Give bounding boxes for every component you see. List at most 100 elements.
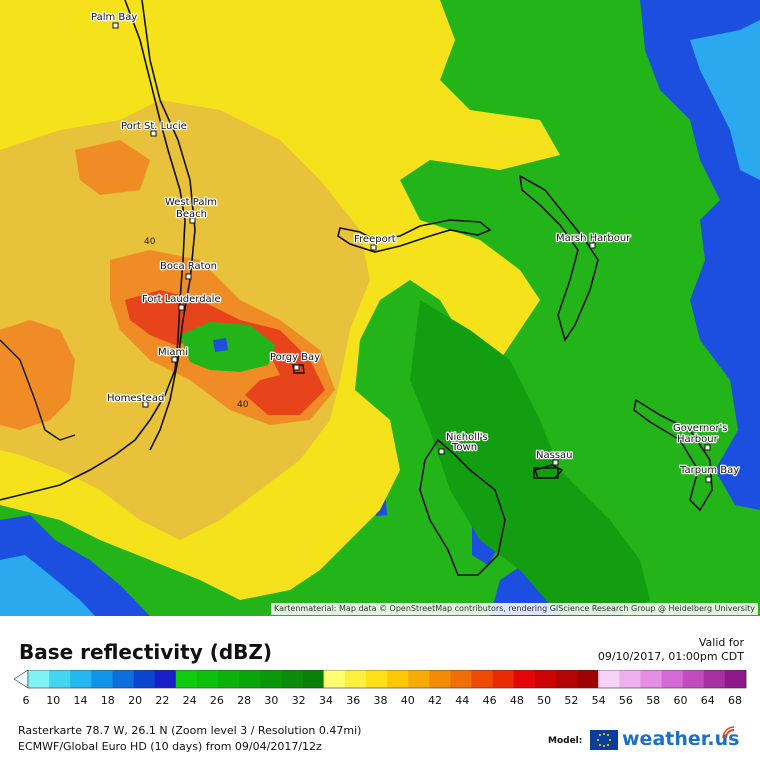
marker-tarpum-bay[interactable]	[705, 476, 712, 483]
label-boca-raton: Boca Raton	[160, 261, 217, 272]
place-markers	[112, 22, 712, 483]
label-freeport: Freeport	[354, 234, 396, 245]
colorbar-tick-label: 54	[592, 694, 606, 707]
marker-miami[interactable]	[171, 356, 178, 363]
abaco-island	[518, 174, 599, 342]
valid-for-label: Valid for	[698, 636, 744, 649]
colorbar-swatch	[429, 670, 451, 688]
contour-label-40-b: 40	[237, 400, 249, 410]
colorbar-tick-label: 42	[428, 694, 442, 707]
label-fort-lauderdale: Fort Lauderdale	[142, 294, 221, 305]
colorbar-tick-label: 20	[128, 694, 142, 707]
colorbar-tick-label: 48	[510, 694, 524, 707]
colorbar-swatch	[70, 670, 92, 688]
colorbar-swatch	[408, 670, 430, 688]
colorbar-arrow-left	[13, 670, 29, 689]
marker-homestead[interactable]	[142, 401, 149, 408]
marker-freeport[interactable]	[370, 244, 377, 251]
colorbar-swatch	[323, 670, 346, 688]
eu-stars-icon	[597, 733, 611, 747]
colorbar-tick-label: 26	[210, 694, 224, 707]
marker-palm-bay[interactable]	[112, 22, 119, 29]
brand-logo[interactable]: weather.us	[622, 728, 740, 750]
andros-island	[419, 438, 506, 576]
colorbar-swatch	[682, 670, 705, 688]
colorbar-swatch	[344, 670, 367, 688]
colorbar-swatch	[365, 670, 388, 688]
marker-fort-lauderdale[interactable]	[178, 304, 185, 311]
valid-date: 09/10/2017, 01:00pm CDT	[597, 650, 744, 663]
colorbar-tick-label: 22	[155, 694, 169, 707]
colorbar-swatch	[302, 670, 324, 688]
label-miami: Miami	[158, 347, 188, 358]
marker-nicholls-town[interactable]	[438, 448, 445, 455]
label-marsh-harbour: Marsh Harbour	[556, 233, 631, 244]
colorbar-tick-label: 68	[728, 694, 742, 707]
rain-area-cyan-sw	[0, 555, 95, 616]
colorbar-tick-label: 6	[23, 694, 30, 707]
colorbar-tick-label: 18	[101, 694, 115, 707]
label-homestead: Homestead	[107, 393, 164, 404]
map-canvas: 40 40 Palm Bay Port St. Lucie West Palm B…	[0, 0, 760, 616]
label-west-palm-beach: West Palm Beach	[165, 197, 217, 220]
label-nicholls-town: Nicholl's Town	[446, 432, 488, 453]
colorbar-tick-label: 44	[455, 694, 469, 707]
marker-marsh-harbour[interactable]	[589, 242, 596, 249]
colorbar-swatch	[577, 670, 599, 688]
colorbar-tick-label: 46	[483, 694, 497, 707]
colorbar-swatch	[555, 670, 578, 688]
rain-area-cyan-east	[690, 20, 760, 180]
rain-field-darkgreen	[410, 300, 650, 616]
colorbar-tick-label: 32	[292, 694, 306, 707]
colorbar-swatch	[387, 670, 409, 688]
colorbar-swatch	[513, 670, 536, 688]
marker-nassau[interactable]	[552, 459, 559, 466]
rain-field-orange	[0, 320, 75, 430]
colorbar-ticks: 6 10 14 18 20 22 24 26 28 30 32 34 36 38 40 42 44 46 48 50 5…	[23, 694, 743, 707]
marker-west-palm-beach[interactable]	[189, 217, 196, 224]
marker-boca-raton[interactable]	[185, 273, 192, 280]
colorbar-swatch	[534, 670, 557, 688]
colorbar-swatch	[661, 670, 683, 688]
colorbar-tick-label: 28	[237, 694, 251, 707]
colorbar-swatch	[133, 670, 156, 688]
rain-field-orange-3	[75, 140, 150, 195]
model-label: Model:	[548, 736, 583, 746]
marker-porgy-bay[interactable]	[293, 364, 300, 371]
colorbar-tick-label: 60	[673, 694, 687, 707]
label-porgy-bay: Porgy Bay	[270, 352, 320, 363]
colorbar-swatch	[49, 670, 71, 688]
label-port-st-lucie: Port St. Lucie	[121, 121, 187, 132]
florida-coastline	[0, 0, 186, 501]
label-nassau: Nassau	[536, 450, 573, 461]
colorbar-swatch	[619, 670, 641, 688]
eyewall-red	[125, 290, 325, 415]
colorbar-swatch	[239, 670, 261, 688]
colorbar-swatch	[703, 670, 726, 688]
marker-port-st-lucie[interactable]	[150, 130, 157, 137]
colorbar-swatch	[196, 670, 219, 688]
colorbar-swatch	[471, 670, 493, 688]
footer-model-run: ECMWF/Global Euro HD (10 days) from 09/0…	[18, 740, 322, 753]
colorbar-frame	[27, 670, 747, 689]
colorbar-tick-label: 38	[374, 694, 388, 707]
colorbar-tick-label: 30	[264, 694, 278, 707]
colorbar-swatch	[175, 670, 198, 688]
florida-highway	[141, 0, 196, 451]
marker-governors-harbour[interactable]	[704, 444, 711, 451]
map-attribution[interactable]: Kartenmaterial: Map data © OpenStreetMap…	[270, 603, 758, 615]
colorbar: 6 10 14 18 20 22 24 26 28 30 32 34 36 38 40 42 44 46 48 50 5…	[13, 670, 747, 707]
colorbar-tick-label: 10	[46, 694, 60, 707]
reflectivity-map[interactable]: 40 40 Palm Bay Port St. Lucie West Palm B…	[0, 0, 760, 616]
colorbar-tick-label: 40	[401, 694, 415, 707]
colorbar-swatch	[218, 670, 240, 688]
colorbar-swatch	[640, 670, 662, 688]
eleuthera-island	[633, 398, 713, 512]
colorbar-swatch	[112, 670, 134, 688]
contour-label-40-a: 40	[144, 237, 156, 247]
colorbar-swatch	[724, 670, 747, 688]
colorbar-swatch	[281, 670, 303, 688]
storm-eye-core	[213, 338, 228, 352]
signal-icon	[722, 726, 735, 739]
colorbar-tick-label: 24	[183, 694, 197, 707]
